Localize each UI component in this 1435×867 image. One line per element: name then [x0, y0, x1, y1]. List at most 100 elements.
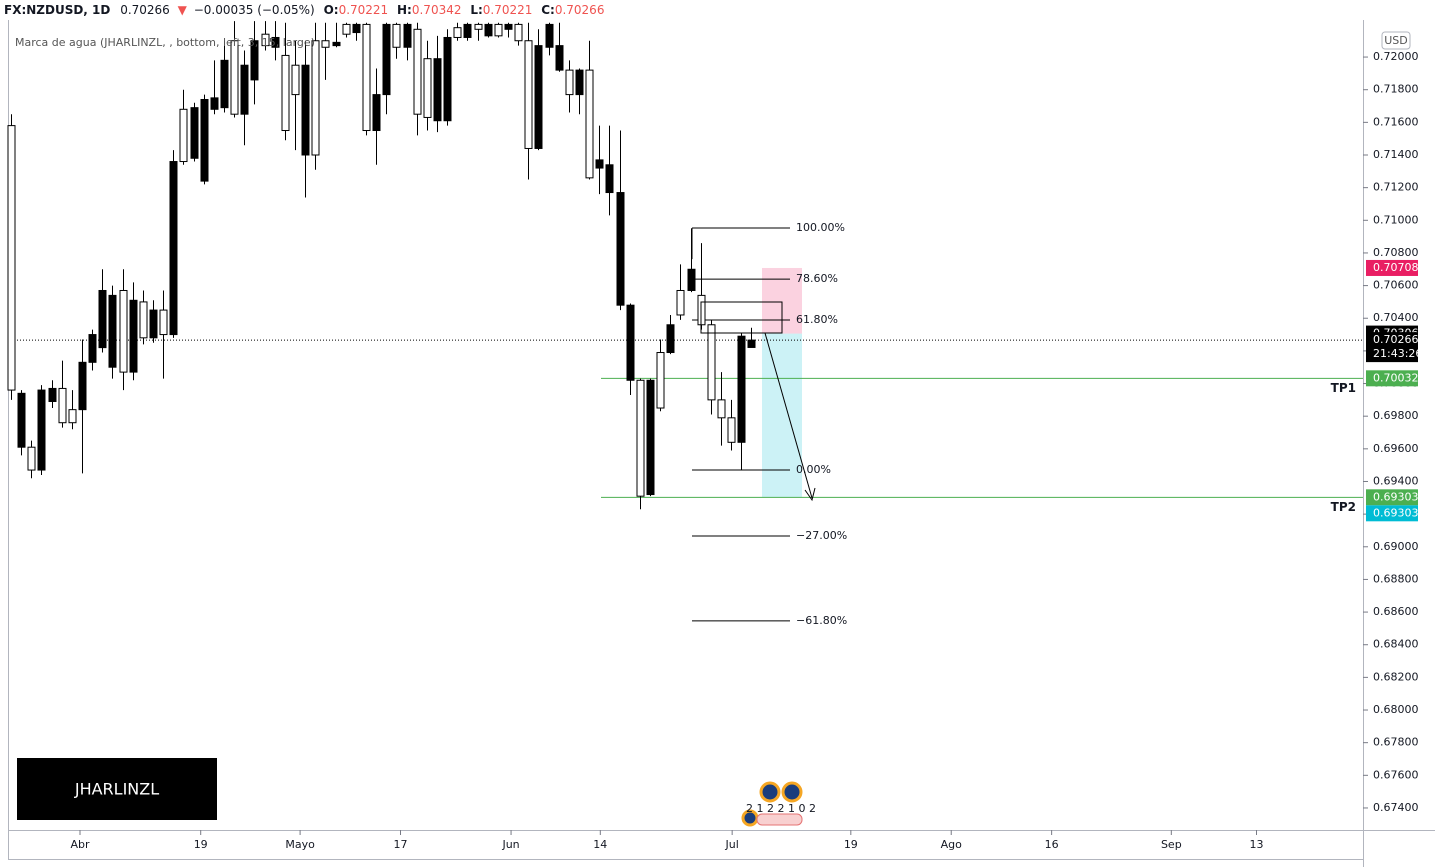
candle-body — [129, 299, 138, 373]
x-tick-label: 13 — [1250, 838, 1264, 851]
ohlc-label: O: — [324, 3, 339, 17]
candle-body — [636, 379, 645, 497]
candle-body — [605, 164, 614, 194]
y-tick-label: 0.69400 — [1373, 474, 1419, 487]
x-tick-label: Mayo — [285, 838, 315, 851]
candle-body — [646, 379, 655, 496]
candle-body — [403, 23, 412, 48]
price-timer: 21:43:26 — [1373, 347, 1422, 360]
candle-body — [534, 45, 543, 149]
candle-body — [727, 417, 736, 443]
currency-box[interactable] — [1381, 31, 1411, 50]
price-label: 0.70266 — [1373, 333, 1419, 346]
y-tick-label: 0.72000 — [1373, 50, 1419, 63]
header: FX:NZDUSD, 1D 0.70266 ▼ −0.00035 (−0.05%… — [4, 3, 604, 17]
candle-body — [220, 59, 229, 109]
candle-body — [342, 23, 351, 35]
candle-body — [545, 23, 554, 48]
candle-body — [423, 58, 432, 118]
candle-body — [230, 40, 239, 115]
price-label: 0.70032 — [1373, 371, 1419, 384]
candle-body — [575, 69, 584, 96]
watermark: JHARLINZL — [74, 780, 159, 799]
y-tick-label: 0.70600 — [1373, 279, 1419, 292]
price-label-box — [1366, 332, 1418, 363]
price-label: 0.69303 — [1373, 506, 1419, 519]
candle-body — [301, 64, 310, 156]
x-tick-label: Sep — [1161, 838, 1182, 851]
price-label-box — [1366, 370, 1418, 387]
y-tick-label: 0.71600 — [1373, 115, 1419, 128]
candle-body — [504, 23, 513, 30]
y-tick-label: 0.68400 — [1373, 638, 1419, 651]
y-tick-label: 0.67400 — [1373, 801, 1419, 814]
candle-body — [200, 98, 209, 182]
candle-body — [311, 40, 320, 156]
candle-body — [88, 334, 97, 363]
candle-body — [48, 387, 57, 402]
candle-body — [250, 40, 259, 81]
price-label: 0.69303 — [1373, 490, 1419, 503]
price-label-box — [1366, 489, 1418, 506]
arrow-head — [804, 487, 816, 502]
candle-body — [261, 33, 270, 47]
candle-body — [321, 40, 330, 48]
ohlc-value: 0.70221 — [483, 3, 533, 17]
ohlc-value: 0.70342 — [412, 3, 462, 17]
candle-body — [240, 64, 249, 115]
y-tick-label: 0.70800 — [1373, 246, 1419, 259]
fib-label: 78.60% — [796, 272, 838, 285]
fib-label: −27.00% — [796, 529, 847, 542]
plot-area: TP1 TP2 100.00% 78.60% 61.80% 0.00% −27.00% −61… — [7, 21, 1363, 627]
price-label-box — [1366, 259, 1418, 276]
candle-body — [37, 389, 46, 471]
x-tick-label: 17 — [394, 838, 408, 851]
ohlc-label: C: — [541, 3, 555, 17]
candle-body — [78, 361, 87, 411]
candle-body — [494, 23, 503, 37]
candle-body — [656, 352, 665, 409]
candle-body — [433, 58, 442, 122]
candle-body — [169, 161, 178, 336]
candle-body — [616, 192, 625, 306]
candle-body — [524, 40, 533, 149]
x-tick-label: Ago — [941, 838, 963, 851]
y-tick-label: 0.71800 — [1373, 83, 1419, 96]
candle-body — [159, 309, 168, 336]
ohlc-value: 0.70221 — [339, 3, 389, 17]
candle-body — [676, 289, 685, 316]
candle-body — [707, 324, 716, 401]
candle-body — [595, 159, 604, 169]
event-group[interactable] — [756, 813, 803, 826]
candle-body — [484, 23, 493, 37]
x-tick-label: 19 — [844, 838, 858, 851]
y-tick-label: 0.71200 — [1373, 181, 1419, 194]
candle-body — [27, 446, 36, 471]
fib-label: 61.80% — [796, 313, 838, 326]
projection-arrow — [764, 332, 813, 499]
candle-body — [747, 339, 756, 348]
y-tick-label: 0.68800 — [1373, 572, 1419, 585]
candle-body — [585, 69, 594, 179]
y-tick-label: 0.68600 — [1373, 605, 1419, 618]
candle-body — [474, 23, 483, 30]
change-arrow: ▼ — [178, 3, 188, 17]
x-tick-label: 19 — [194, 838, 208, 851]
y-tick-label: 0.71000 — [1373, 213, 1419, 226]
candle-body — [352, 23, 361, 34]
candle-body — [68, 409, 77, 424]
candle-body — [362, 23, 371, 132]
y-tick-label: 0.69600 — [1373, 442, 1419, 455]
candle-body — [666, 324, 675, 354]
y-tick-label: 0.69000 — [1373, 540, 1419, 553]
y-tick-label: 0.68000 — [1373, 703, 1419, 716]
candle-body — [443, 36, 452, 122]
candle-body — [119, 289, 128, 373]
symbol: FX:NZDUSD, 1D — [4, 3, 110, 17]
x-tick-label: Abr — [70, 838, 90, 851]
event-icon[interactable] — [781, 781, 803, 803]
event-icon[interactable] — [759, 781, 781, 803]
y-tick-label: 0.68200 — [1373, 670, 1419, 683]
